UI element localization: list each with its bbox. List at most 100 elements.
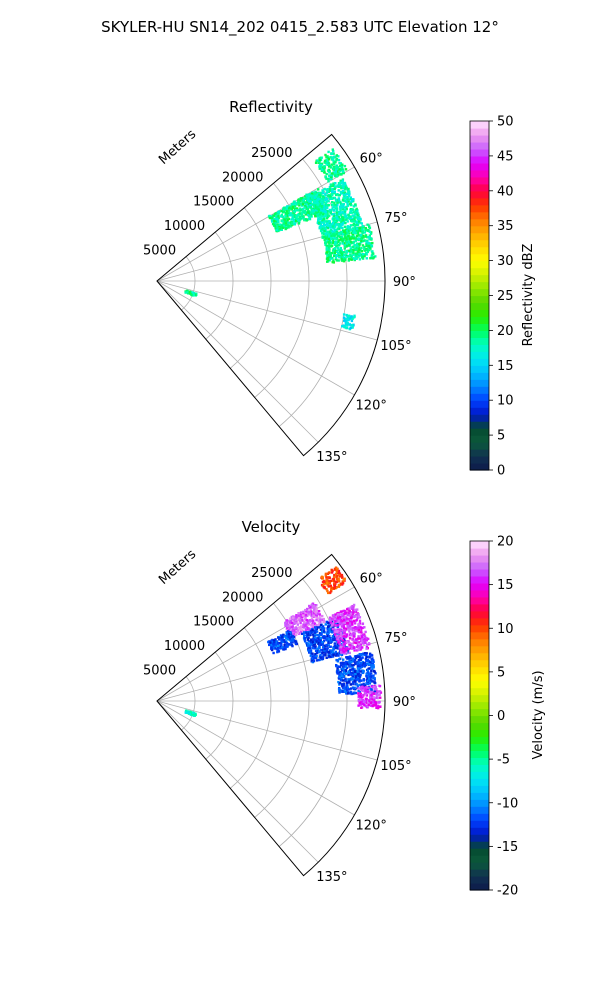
- velocity-echo-pixel: [376, 694, 379, 698]
- reflectivity-echo-pixel: [190, 293, 193, 297]
- reflectivity-colorbar-tick-label: 5: [497, 429, 505, 444]
- reflectivity-echo-pixel: [347, 318, 350, 322]
- reflectivity-echo-pixel: [333, 254, 336, 258]
- reflectivity-echo-pixel: [331, 207, 334, 210]
- reflectivity-colorbar-label: Reflectivity dBZ: [521, 244, 536, 347]
- reflectivity-echo-pixel: [299, 199, 302, 203]
- reflectivity-echo-pixel: [311, 209, 315, 212]
- velocity-echo-pixel: [321, 657, 325, 661]
- reflectivity-colorbar-segment: [470, 211, 489, 220]
- velocity-echo-pixel: [353, 658, 357, 662]
- reflectivity-echo-pixel: [338, 193, 341, 197]
- velocity-echo-pixel: [288, 638, 291, 641]
- velocity-colorbar-segment: [470, 568, 489, 577]
- reflectivity-echo-pixel: [366, 250, 369, 254]
- velocity-echo-pixel: [354, 615, 358, 618]
- velocity-echo-pixel: [296, 621, 299, 624]
- reflectivity-echo-pixel: [326, 160, 329, 163]
- reflectivity-colorbar-tick-label: 45: [497, 149, 514, 164]
- velocity-echo-pixel: [333, 587, 336, 590]
- reflectivity-echo-pixel: [317, 217, 320, 220]
- velocity-echo-pixel: [363, 703, 366, 707]
- velocity-colorbar-segment: [470, 554, 489, 563]
- velocity-echo-pixel: [363, 635, 367, 638]
- velocity-echo-pixel: [321, 630, 324, 633]
- reflectivity-echo-pixel: [320, 208, 323, 212]
- reflectivity-echo-pixel: [330, 185, 333, 188]
- reflectivity-echo-pixel: [323, 196, 326, 199]
- velocity-echo-pixel: [348, 647, 352, 650]
- velocity-echo-pixel: [365, 686, 368, 689]
- reflectivity-echo-pixel: [354, 209, 357, 212]
- reflectivity-echo-pixel: [276, 217, 279, 220]
- velocity-echo-pixel: [351, 667, 354, 671]
- reflectivity-echo-pixel: [362, 253, 365, 256]
- reflectivity-echo-pixel: [341, 210, 345, 214]
- reflectivity-echo-pixel: [304, 201, 307, 204]
- reflectivity-echo-pixel: [273, 220, 276, 223]
- velocity-colorbar-segment: [470, 736, 489, 745]
- reflectivity-echo-pixel: [352, 224, 355, 227]
- reflectivity-echo-pixel: [345, 253, 348, 257]
- velocity-echo-pixel: [280, 643, 283, 646]
- reflectivity-echo-pixel: [359, 217, 362, 221]
- reflectivity-echo-pixel: [323, 161, 326, 164]
- reflectivity-echo-pixel: [306, 213, 310, 217]
- velocity-echo-pixel: [338, 617, 341, 620]
- reflectivity-echo-pixel: [332, 209, 336, 212]
- velocity-echo-pixel: [305, 633, 308, 636]
- velocity-echo-pixel: [337, 631, 340, 634]
- velocity-echo-pixel: [373, 677, 376, 680]
- reflectivity-echo-pixel: [194, 293, 197, 297]
- reflectivity-echo-pixel: [282, 209, 285, 212]
- reflectivity-echo-pixel: [323, 187, 326, 191]
- velocity-echo-pixel: [288, 637, 291, 640]
- reflectivity-echo-pixel: [341, 253, 345, 257]
- reflectivity-echo-pixel: [334, 205, 337, 208]
- reflectivity-echo-pixel: [329, 223, 333, 226]
- velocity-echo-pixel: [308, 651, 311, 654]
- velocity-echo-pixel: [348, 644, 351, 647]
- reflectivity-echo-pixel: [333, 220, 337, 224]
- velocity-colorbar-segment: [470, 750, 489, 758]
- reflectivity-echo-pixel: [359, 230, 362, 233]
- reflectivity-echo-pixel: [360, 239, 363, 242]
- reflectivity-echo-pixel: [346, 195, 349, 199]
- reflectivity-echo-pixel: [335, 209, 339, 212]
- reflectivity-echo-pixel: [300, 213, 304, 217]
- velocity-echo-pixel: [309, 627, 313, 630]
- reflectivity-echo-pixel: [329, 166, 333, 169]
- velocity-echo-pixel: [313, 654, 316, 657]
- velocity-echo-pixel: [372, 676, 375, 680]
- velocity-echo-pixel: [344, 672, 348, 676]
- velocity-echo-pixel: [315, 618, 318, 622]
- velocity-echo-pixel: [289, 632, 292, 635]
- velocity-echo-pixel: [294, 640, 298, 643]
- velocity-echo-pixel: [308, 604, 311, 608]
- reflectivity-echo-pixel: [311, 198, 314, 201]
- reflectivity-echo-pixel: [322, 226, 325, 230]
- reflectivity-echo-pixel: [315, 209, 319, 212]
- reflectivity-echo-pixel: [305, 207, 308, 211]
- velocity-echo-pixel: [345, 611, 348, 614]
- velocity-colorbar-tick-label: -5: [497, 753, 510, 768]
- velocity-echo-pixel: [360, 637, 363, 641]
- reflectivity-echo-pixel: [319, 224, 323, 227]
- reflectivity-echo-pixel: [354, 237, 357, 240]
- reflectivity-echo-pixel: [328, 186, 332, 189]
- reflectivity-echo-pixel: [346, 231, 349, 235]
- velocity-echo-pixel: [371, 667, 374, 670]
- reflectivity-echo-pixel: [287, 226, 290, 229]
- reflectivity-echo-pixel: [334, 242, 337, 246]
- velocity-echo-pixel: [358, 637, 362, 640]
- velocity-echo-pixel: [317, 646, 320, 649]
- reflectivity-echo-pixel: [349, 215, 352, 218]
- reflectivity-echo-pixel: [371, 241, 374, 245]
- reflectivity-echo-pixel: [345, 218, 348, 221]
- reflectivity-echo-pixel: [285, 210, 289, 213]
- reflectivity-echo-pixel: [350, 319, 354, 323]
- reflectivity-echo-pixel: [325, 251, 328, 254]
- velocity-echo-pixel: [352, 608, 355, 612]
- reflectivity-echo-pixel: [345, 249, 348, 253]
- reflectivity-echo-pixel: [319, 215, 322, 218]
